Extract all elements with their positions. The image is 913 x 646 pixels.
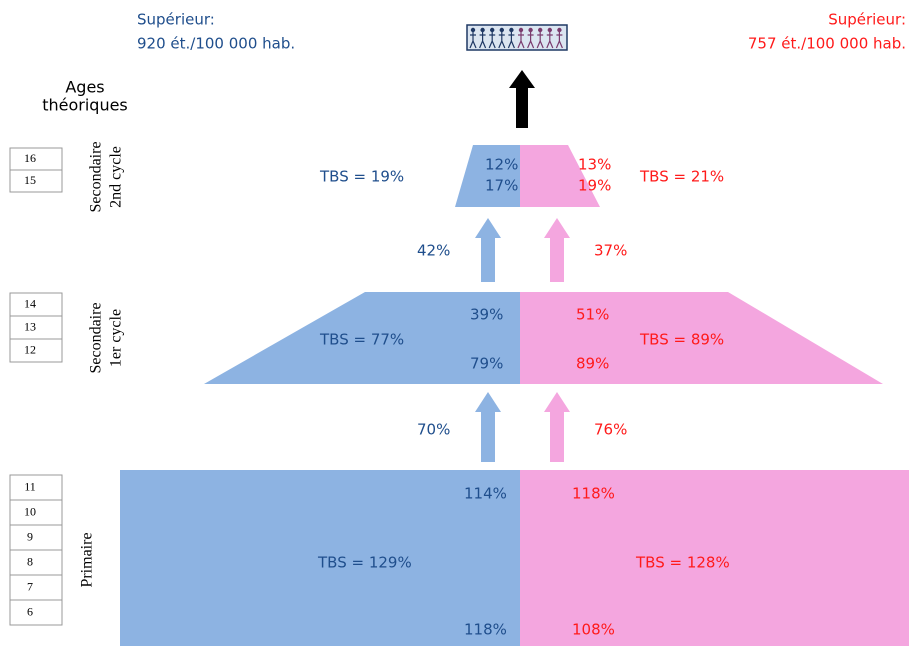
figure-body [527, 32, 535, 49]
figure-head [528, 27, 533, 33]
shape-right [520, 145, 600, 207]
figure-head [518, 27, 524, 33]
shape-right [520, 470, 909, 646]
tbs-right: TBS = 89% [639, 331, 724, 349]
level-name: Secondaire [88, 141, 105, 212]
rate-left: 17% [485, 177, 518, 195]
figure-head [538, 27, 543, 33]
figure-body [498, 32, 506, 49]
arrow-up [509, 70, 535, 128]
age-label: 6 [27, 604, 33, 618]
age-box [9, 338, 63, 363]
figure-head [557, 27, 562, 33]
rate-right: 108% [572, 621, 615, 639]
age-box [9, 599, 63, 626]
ages-title: théoriques [42, 96, 128, 115]
figure-head [509, 27, 514, 33]
figure-head [499, 27, 504, 33]
right-header-rate: 757 ét./100 000 hab. [748, 35, 906, 53]
left-header-rate: 920 ét./100 000 hab. [137, 35, 295, 53]
rate-left: 39% [470, 306, 503, 324]
right-header-title: Supérieur: [828, 11, 906, 29]
shape-left [204, 292, 520, 384]
age-boxes: 16 15 14 13 12 11 10 9 8 7 6 [9, 147, 63, 626]
age-box [9, 315, 63, 340]
tbs-right: TBS = 21% [639, 168, 724, 186]
rate-right: 13% [578, 156, 611, 174]
age-label: 10 [24, 504, 36, 518]
level-name: Primaire [79, 532, 96, 587]
rate-left: 118% [464, 621, 507, 639]
figure-head [480, 27, 485, 33]
age-label: 11 [24, 479, 36, 493]
age-label: 8 [27, 554, 33, 568]
age-box [9, 147, 63, 171]
figure-body [469, 32, 477, 49]
age-box [9, 474, 63, 501]
level-name: 1er cycle [108, 309, 125, 367]
age-box [9, 549, 63, 576]
transition-left: 70% [417, 421, 450, 439]
transition-right: 76% [594, 421, 627, 439]
rate-right: 51% [576, 306, 609, 324]
figure-head [470, 27, 476, 33]
age-label: 13 [24, 319, 36, 333]
age-box [9, 169, 63, 193]
age-box [9, 574, 63, 601]
figure-body [517, 32, 525, 49]
level-name: Secondaire [88, 302, 105, 373]
transition-right: 37% [594, 242, 627, 260]
arrow [475, 392, 501, 462]
figure-body [507, 32, 515, 49]
age-label: 14 [24, 296, 36, 310]
tbs-left: TBS = 19% [319, 168, 404, 186]
age-box [9, 292, 63, 317]
ages-title: Ages [65, 78, 104, 97]
figure-head [547, 27, 552, 33]
transition-left: 42% [417, 242, 450, 260]
age-label: 15 [24, 173, 36, 187]
age-label: 16 [24, 151, 36, 165]
students-icon [466, 24, 568, 51]
tbs-left: TBS = 129% [317, 554, 412, 572]
shape-right [520, 292, 883, 384]
age-label: 12 [24, 342, 36, 356]
figure-body [479, 32, 487, 49]
figure-body [546, 32, 554, 49]
figure-head [490, 27, 495, 33]
figure-body [488, 32, 496, 49]
arrow [544, 218, 570, 282]
figure-body [536, 32, 544, 49]
age-label: 9 [27, 529, 33, 543]
rate-right: 89% [576, 355, 609, 373]
arrow [475, 218, 501, 282]
rate-left: 79% [470, 355, 503, 373]
rate-right: 118% [572, 485, 615, 503]
shape-left [120, 470, 520, 646]
tbs-left: TBS = 77% [319, 331, 404, 349]
level-name: 2nd cycle [108, 146, 125, 208]
age-box [9, 499, 63, 526]
rate-right: 19% [578, 177, 611, 195]
tbs-right: TBS = 128% [635, 554, 730, 572]
rate-left: 114% [464, 485, 507, 503]
figure-body [555, 32, 563, 49]
age-box [9, 524, 63, 551]
left-header-title: Supérieur: [137, 11, 215, 29]
shape-left [455, 145, 520, 207]
arrow [544, 392, 570, 462]
rate-left: 12% [485, 156, 518, 174]
age-label: 7 [27, 579, 33, 593]
